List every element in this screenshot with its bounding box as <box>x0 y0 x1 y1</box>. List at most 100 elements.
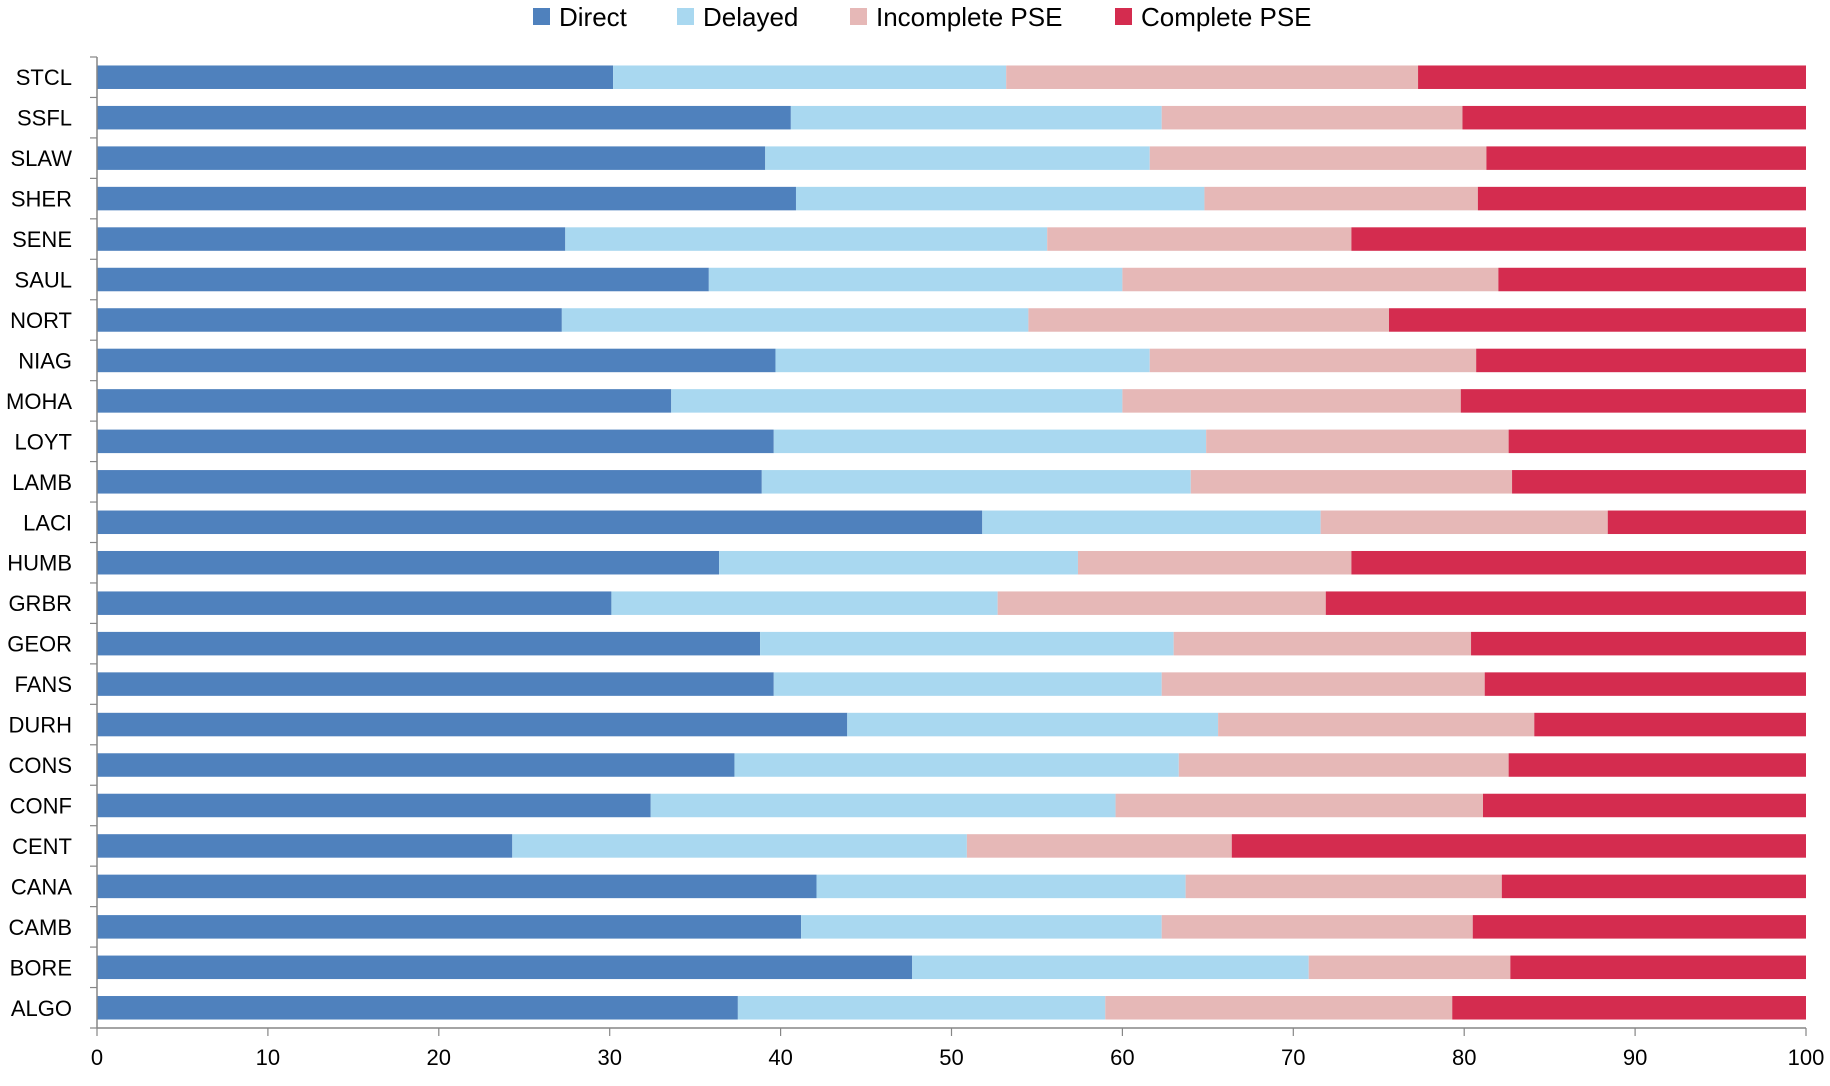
bar-humb-complete-pse <box>1351 550 1806 575</box>
bar-geor-incomplete-pse <box>1173 631 1472 656</box>
bar-durh-delayed <box>847 712 1219 737</box>
y-tick-label-stcl: STCL <box>16 65 72 90</box>
x-tick-label-20: 20 <box>427 1045 451 1070</box>
x-tick-label-0: 0 <box>91 1045 103 1070</box>
bar-loyt-direct <box>97 429 774 454</box>
bar-slaw-incomplete-pse <box>1149 146 1487 170</box>
bar-humb-incomplete-pse <box>1077 550 1352 575</box>
x-tick-label-100: 100 <box>1788 1045 1825 1070</box>
bar-cana-complete-pse <box>1501 874 1806 899</box>
y-tick-label-saul: SAUL <box>15 268 72 293</box>
x-tick-label-10: 10 <box>256 1045 280 1070</box>
y-tick-label-conf: CONF <box>10 793 72 818</box>
y-tick-label-grbr: GRBR <box>8 591 72 616</box>
bar-algo-delayed <box>737 996 1106 1020</box>
bar-slaw-complete-pse <box>1486 146 1806 170</box>
bar-loyt-delayed <box>773 429 1207 454</box>
bar-conf-direct <box>97 793 651 818</box>
bar-lamb-direct <box>97 470 762 494</box>
bar-laci-delayed <box>982 510 1321 535</box>
y-tick-label-cent: CENT <box>12 834 72 859</box>
legend-swatch-complete-pse <box>1115 8 1132 25</box>
bar-niag-direct <box>97 348 776 373</box>
bar-sher-incomplete-pse <box>1204 186 1478 211</box>
x-tick-label-60: 60 <box>1110 1045 1134 1070</box>
bar-durh-incomplete-pse <box>1218 712 1535 737</box>
y-tick-label-slaw: SLAW <box>10 146 72 171</box>
bar-algo-direct <box>97 996 738 1020</box>
bar-niag-complete-pse <box>1476 348 1806 373</box>
bar-camb-delayed <box>801 915 1162 939</box>
bar-grbr-incomplete-pse <box>997 591 1326 615</box>
bar-slaw-direct <box>97 146 766 170</box>
bar-geor-direct <box>97 631 761 656</box>
y-tick-label-geor: GEOR <box>7 632 72 657</box>
bar-sher-direct <box>97 186 796 211</box>
bar-lamb-incomplete-pse <box>1190 470 1513 494</box>
legend-label-direct: Direct <box>559 2 628 32</box>
bar-sene-direct <box>97 227 566 251</box>
y-tick-label-algo: ALGO <box>11 996 72 1021</box>
y-tick-label-nort: NORT <box>10 308 72 333</box>
y-tick-label-cons: CONS <box>8 753 72 778</box>
x-tick-label-70: 70 <box>1281 1045 1305 1070</box>
bar-stcl-direct <box>97 65 614 89</box>
bar-fans-complete-pse <box>1484 672 1806 696</box>
x-tick-label-30: 30 <box>597 1045 621 1070</box>
y-tick-label-fans: FANS <box>15 672 72 697</box>
y-tick-label-niag: NIAG <box>18 348 72 373</box>
x-tick-label-80: 80 <box>1452 1045 1476 1070</box>
bar-stcl-delayed <box>613 65 1007 89</box>
bar-nort-complete-pse <box>1389 308 1806 332</box>
bars-area <box>97 65 1806 1020</box>
bar-saul-incomplete-pse <box>1122 267 1499 292</box>
bar-ssfl-incomplete-pse <box>1161 105 1463 130</box>
bar-cana-incomplete-pse <box>1185 874 1502 899</box>
legend-swatch-delayed <box>677 8 694 25</box>
bar-sher-complete-pse <box>1477 186 1806 211</box>
bar-laci-complete-pse <box>1607 510 1806 535</box>
bar-grbr-complete-pse <box>1325 591 1806 615</box>
y-tick-label-loyt: LOYT <box>15 429 72 454</box>
axes: STCL SSFL SLAW SHER SENE SAUL NORT NIAG MOHA LOYT… <box>6 56 1825 1070</box>
bar-sene-delayed <box>565 227 1048 251</box>
bar-camb-incomplete-pse <box>1161 915 1473 939</box>
x-tick-label-40: 40 <box>768 1045 792 1070</box>
y-tick-label-lamb: LAMB <box>12 470 72 495</box>
bar-loyt-complete-pse <box>1508 429 1806 454</box>
bar-geor-delayed <box>760 631 1174 656</box>
bar-bore-delayed <box>912 955 1309 980</box>
bar-lamb-delayed <box>761 470 1191 494</box>
bar-slaw-delayed <box>765 146 1150 170</box>
bar-humb-delayed <box>719 550 1078 575</box>
bar-camb-complete-pse <box>1472 915 1806 939</box>
bar-niag-delayed <box>775 348 1150 373</box>
legend-swatch-direct <box>533 8 550 25</box>
y-tick-label-laci: LACI <box>23 510 72 535</box>
y-tick-label-sher: SHER <box>11 187 72 212</box>
bar-camb-direct <box>97 915 802 939</box>
bar-conf-complete-pse <box>1482 793 1806 818</box>
bar-stcl-incomplete-pse <box>1006 65 1419 89</box>
bar-moha-delayed <box>671 389 1123 413</box>
bar-algo-complete-pse <box>1452 996 1806 1020</box>
bar-cons-incomplete-pse <box>1178 753 1509 777</box>
bar-cons-complete-pse <box>1508 753 1806 777</box>
bar-fans-direct <box>97 672 774 696</box>
bar-sher-delayed <box>795 186 1205 211</box>
bar-humb-direct <box>97 550 720 575</box>
bar-saul-complete-pse <box>1498 267 1806 292</box>
bar-nort-incomplete-pse <box>1028 308 1390 332</box>
bar-fans-incomplete-pse <box>1161 672 1485 696</box>
x-tick-label-50: 50 <box>939 1045 963 1070</box>
bar-cent-delayed <box>512 834 967 858</box>
bar-conf-delayed <box>650 793 1116 818</box>
bar-cent-direct <box>97 834 513 858</box>
bar-geor-complete-pse <box>1471 631 1806 656</box>
bar-lamb-complete-pse <box>1512 470 1806 494</box>
bar-cons-delayed <box>734 753 1179 777</box>
y-tick-label-bore: BORE <box>10 955 72 980</box>
bar-bore-incomplete-pse <box>1308 955 1511 980</box>
bar-laci-direct <box>97 510 983 535</box>
bar-moha-complete-pse <box>1460 389 1806 413</box>
